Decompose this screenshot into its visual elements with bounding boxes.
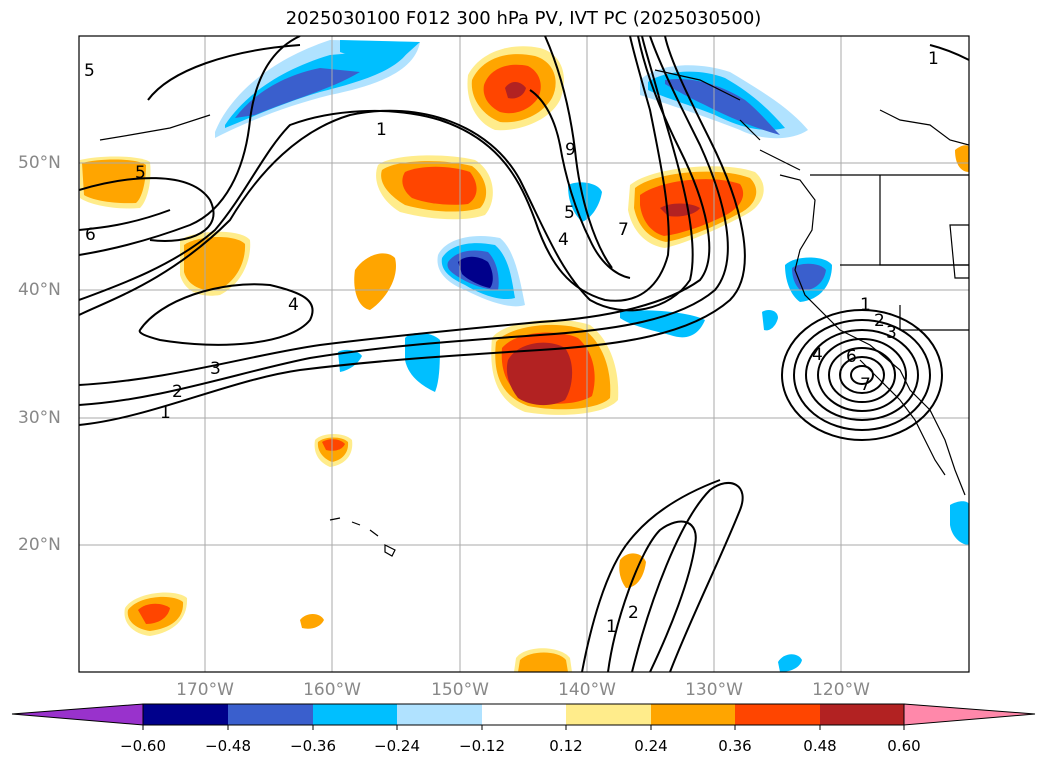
colorbar-bin — [820, 704, 904, 725]
contour-label: 4 — [288, 295, 299, 315]
colorbar-tick-label: 0.48 — [803, 737, 837, 755]
contour-label: 1 — [860, 295, 871, 315]
colorbar-tick-label: 0.36 — [718, 737, 752, 755]
contour-label: 7 — [618, 220, 629, 240]
colorbar — [11, 703, 1036, 730]
colorbar-tick-label: −0.48 — [205, 737, 251, 755]
lat-label: 20°N — [18, 535, 61, 555]
colorbar-bin — [651, 704, 735, 725]
map-title: 2025030100 F012 300 hPa PV, IVT PC (2025… — [285, 8, 762, 29]
contour-label: 1 — [376, 120, 387, 140]
contour-label: 5 — [564, 203, 575, 223]
colorbar-bin — [397, 704, 482, 725]
colorbar-tick-label: 0.60 — [887, 737, 921, 755]
contour-label: 5 — [84, 61, 95, 81]
lat-label: 40°N — [18, 280, 61, 300]
coastlines — [99, 69, 969, 557]
colorbar-bin — [143, 704, 228, 725]
contour-label: 2 — [874, 311, 885, 331]
contour-label: 9 — [565, 140, 576, 160]
colorbar-tick-label: 0.12 — [549, 737, 583, 755]
lat-label: 30°N — [18, 408, 61, 428]
contour-label: 1 — [928, 49, 939, 69]
colorbar-tick-label: −0.60 — [120, 737, 166, 755]
contour-label: 6 — [85, 225, 96, 245]
contour-label: 2 — [172, 382, 183, 402]
contour-label: 3 — [210, 359, 221, 379]
lon-label: 170°W — [176, 680, 234, 700]
contour-label: 1 — [606, 617, 617, 637]
lat-label: 50°N — [18, 153, 61, 173]
contour-label: 4 — [812, 345, 823, 365]
colorbar-tick-label: −0.24 — [374, 737, 420, 755]
colorbar-bin — [566, 704, 651, 725]
contour-label: 6 — [846, 347, 857, 367]
colorbar-lower-extend — [11, 703, 144, 726]
ivt-contours — [79, 36, 969, 672]
contour-label: 5 — [135, 163, 146, 183]
lon-label: 130°W — [685, 680, 743, 700]
colorbar-bin — [313, 704, 397, 725]
map-frame — [78, 35, 970, 673]
colorbar-tick-label: 0.24 — [634, 737, 668, 755]
lon-label: 160°W — [303, 680, 361, 700]
contour-label: 2 — [628, 603, 639, 623]
contour-labels: 5 6 1 4 3 2 1 5 4 9 7 1 2 3 4 6 7 5 1 2 … — [84, 49, 939, 637]
colorbar-bin — [228, 704, 313, 725]
contour-label: 1 — [160, 403, 171, 423]
lon-label: 120°W — [812, 680, 870, 700]
colorbar-upper-extend — [903, 703, 1036, 726]
colorbar-tick-label: −0.12 — [459, 737, 505, 755]
contour-label: 7 — [860, 375, 871, 395]
colorbar-bin — [735, 704, 820, 725]
lon-label: 150°W — [431, 680, 489, 700]
graticule — [79, 36, 969, 672]
colorbar-bin — [482, 704, 566, 725]
lon-label: 140°W — [558, 680, 616, 700]
contour-label: 3 — [886, 323, 897, 343]
colorbar-tick-label: −0.36 — [290, 737, 336, 755]
anomaly-fills — [80, 40, 969, 672]
contour-label: 4 — [558, 230, 569, 250]
